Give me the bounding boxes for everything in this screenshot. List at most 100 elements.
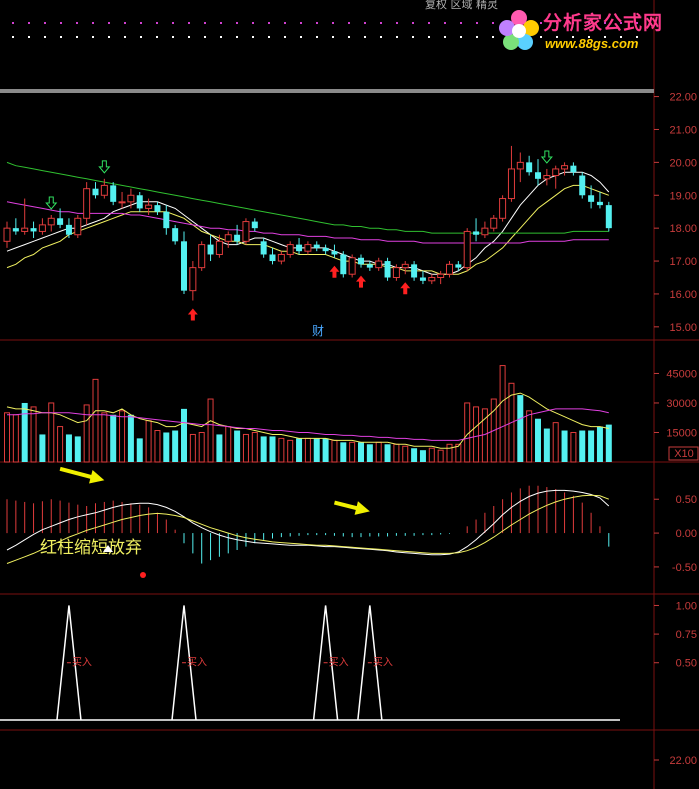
signal-label: 买入 (187, 657, 207, 669)
top-dot-magenta (588, 22, 590, 24)
signal-spike (357, 605, 383, 721)
volume-bar (21, 402, 28, 462)
volume-bar (375, 441, 382, 463)
candle-body (561, 165, 569, 170)
top-dot-magenta (572, 22, 574, 24)
candle (30, 221, 37, 239)
top-dot-magenta (236, 22, 238, 24)
volume-bar (127, 414, 134, 462)
volume-unit-label: X10 (674, 448, 694, 460)
candle (313, 241, 320, 252)
top-dot-magenta (396, 22, 398, 24)
candle (499, 195, 507, 222)
top-dot-magenta (300, 22, 302, 24)
top-dot-magenta (76, 22, 78, 24)
candle (215, 234, 223, 258)
candle-body (12, 228, 19, 232)
candle-body (463, 230, 471, 269)
watermark-url[interactable]: www.88gs.com (545, 36, 639, 51)
top-dot-magenta (604, 22, 606, 24)
volume-bar (402, 445, 409, 463)
candle-body (313, 244, 320, 248)
top-dot-magenta (140, 22, 142, 24)
top-dot-white (188, 36, 190, 38)
candle-body (570, 165, 577, 173)
candle (269, 247, 276, 265)
volume-bar (251, 431, 258, 463)
top-dot-magenta (204, 22, 206, 24)
signal-spike (171, 605, 197, 721)
volume-bar (570, 431, 577, 463)
top-dot-magenta (188, 22, 190, 24)
volume-bar (313, 438, 320, 462)
price-tick-label: 18.00 (669, 223, 697, 235)
candle (224, 231, 232, 248)
top-dot-white (636, 36, 638, 38)
price-tick-label: 17.00 (669, 256, 697, 268)
volume-bar (92, 378, 99, 463)
top-menu-fragment[interactable]: 复权 区域 精灵 (425, 0, 498, 11)
top-dot-white (556, 36, 558, 38)
volume-bar (48, 402, 55, 463)
candle-body (207, 244, 214, 255)
candle (596, 191, 603, 209)
candle-body (375, 260, 383, 269)
candle (570, 162, 577, 176)
candle (38, 218, 46, 235)
volume-bar (163, 432, 170, 462)
top-dot-magenta (124, 22, 126, 24)
candle (65, 218, 72, 239)
top-dot-white (172, 36, 174, 38)
candle-body (215, 240, 223, 255)
volume-bar (278, 437, 285, 463)
volume-tick-label: 15000 (666, 427, 697, 439)
candle-body (181, 241, 187, 291)
candle-body (473, 231, 480, 235)
top-dot-magenta (220, 22, 222, 24)
price-tick-label: 15.00 (669, 322, 697, 334)
top-dot-magenta (284, 22, 286, 24)
volume-bar (234, 430, 241, 462)
volume-bar (508, 382, 515, 463)
candle-body (455, 264, 462, 268)
top-dot-magenta (60, 22, 62, 24)
volume-bar (384, 444, 391, 462)
top-dot-white (60, 36, 62, 38)
volume-bar (145, 420, 152, 463)
yellow-arrow-shaft (59, 466, 97, 481)
volume-bar (154, 430, 161, 463)
volume-bar (83, 404, 90, 463)
top-dot-magenta (44, 22, 46, 24)
signal-label: 买入 (373, 657, 393, 669)
top-dot-white (364, 36, 366, 38)
top-dot-white (156, 36, 158, 38)
volume-bar (181, 408, 187, 462)
top-dot-white (572, 36, 574, 38)
candle (348, 254, 356, 278)
price-tick-label: 21.00 (669, 124, 697, 136)
candle (251, 218, 258, 232)
macd-dea-line (6, 494, 609, 564)
candle-body (348, 257, 356, 275)
volume-tick-label: 45000 (666, 368, 697, 380)
top-dot-white (284, 36, 286, 38)
top-dot-white (28, 36, 30, 38)
candle-body (127, 194, 135, 203)
volume-bar (172, 430, 179, 462)
annotation-text: 红柱缩短放弃 (40, 538, 142, 558)
candle-body (136, 195, 143, 209)
volume-bar (588, 430, 595, 462)
volume-bar (358, 442, 364, 462)
volume-bar (393, 443, 400, 463)
candle-body (331, 251, 338, 255)
volume-bar (260, 436, 267, 462)
volume-vma-magenta (7, 408, 609, 441)
candle (322, 244, 329, 255)
top-dot-white (108, 36, 110, 38)
top-dot-white (12, 36, 14, 38)
candle-body (516, 161, 524, 170)
volume-bar (110, 414, 117, 462)
candle (605, 201, 612, 232)
candle (507, 145, 515, 202)
price-ma-green (6, 161, 609, 234)
